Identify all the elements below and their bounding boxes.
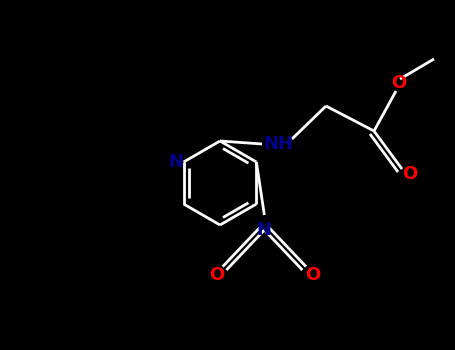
Text: O: O (305, 266, 320, 284)
Text: O: O (209, 266, 224, 284)
Text: N: N (168, 153, 183, 171)
Text: N: N (257, 221, 272, 239)
Text: O: O (391, 74, 407, 92)
Text: NH: NH (263, 135, 293, 153)
Text: O: O (402, 165, 418, 183)
